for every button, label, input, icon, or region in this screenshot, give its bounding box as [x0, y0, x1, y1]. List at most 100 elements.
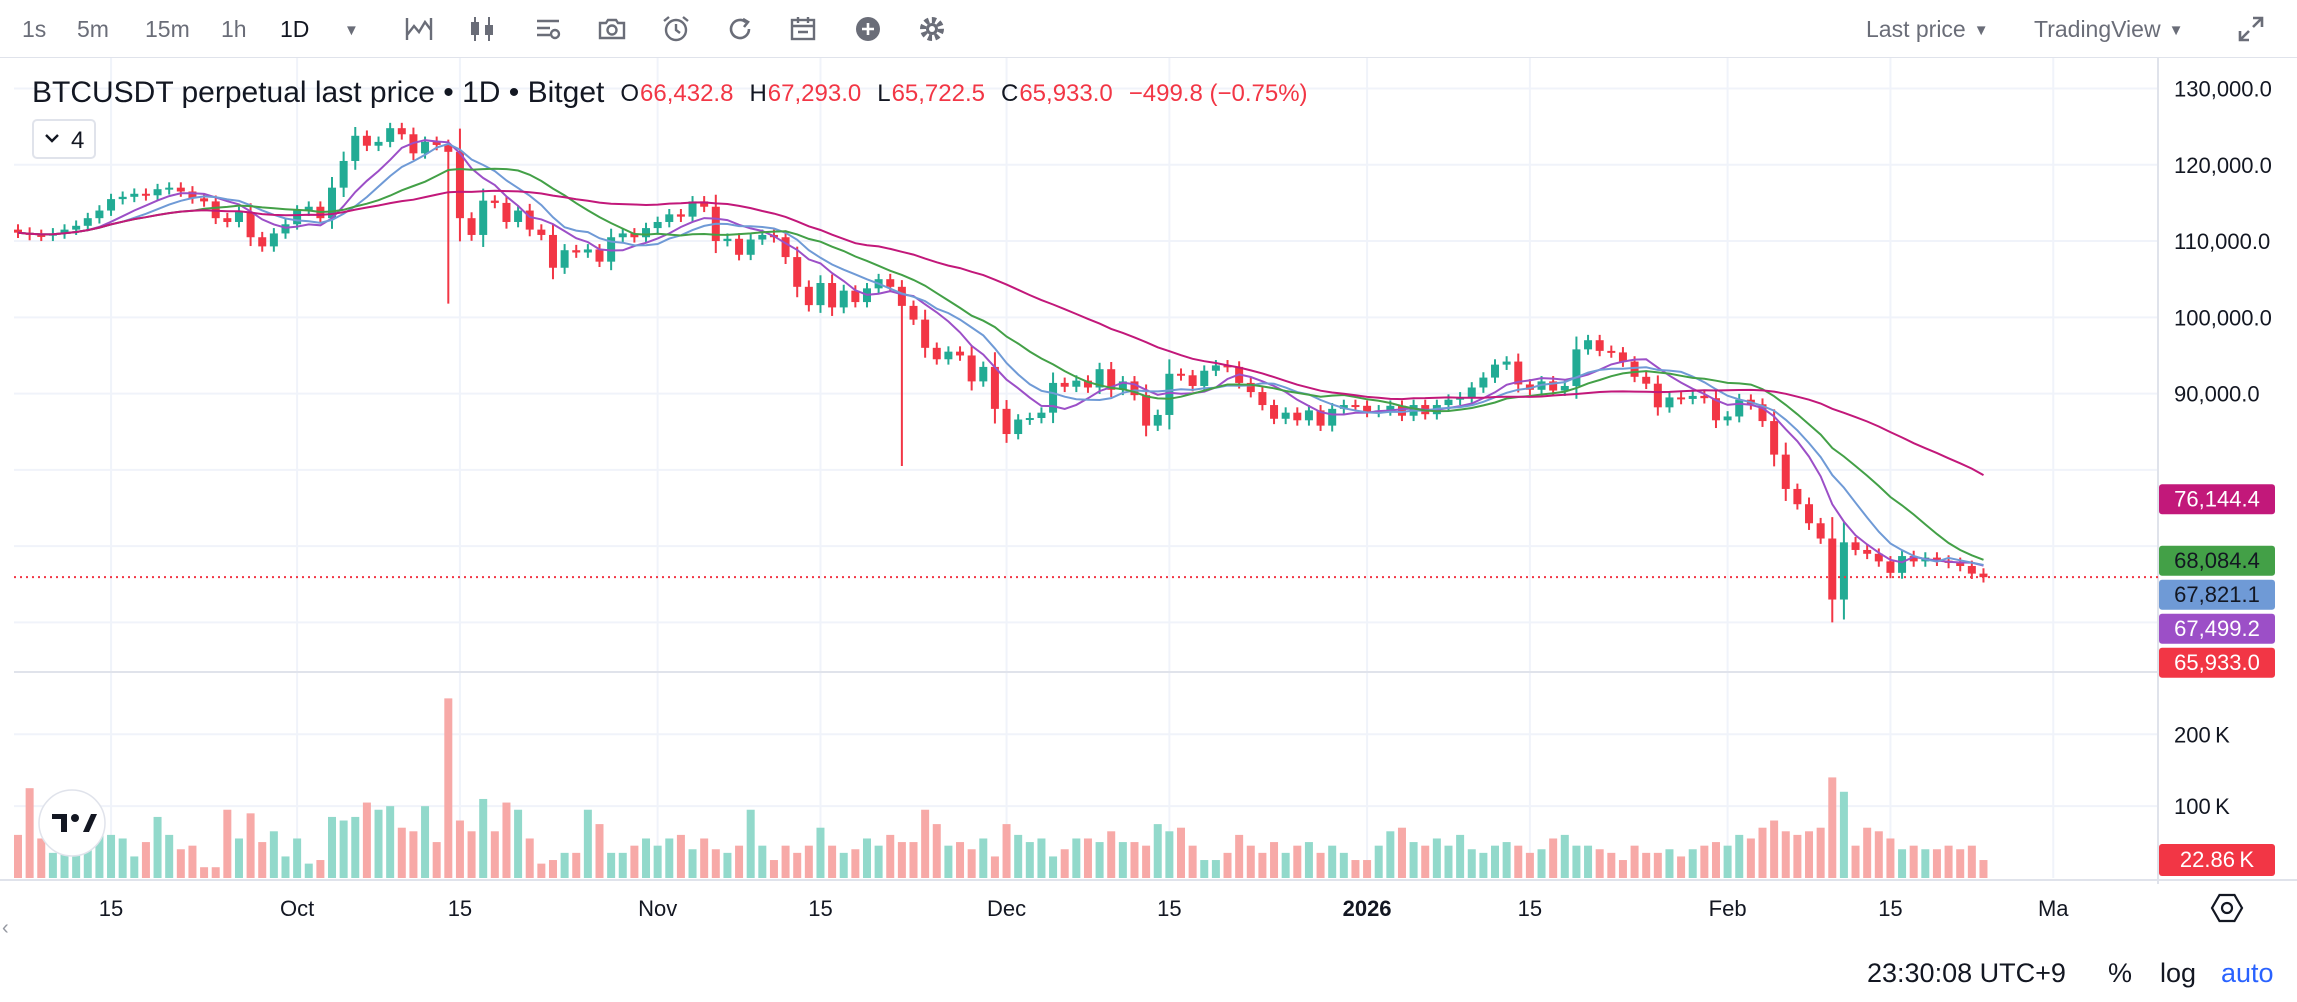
volume-bar [1037, 838, 1046, 878]
provider-label: TradingView [2034, 16, 2161, 42]
log-scale-button[interactable]: log [2160, 958, 2197, 988]
candle [665, 209, 674, 228]
candle-body [374, 141, 383, 146]
volume-bar [548, 860, 557, 878]
volume-bar [374, 809, 383, 878]
candle [1816, 517, 1825, 544]
gear-icon[interactable] [917, 14, 947, 44]
price-chart[interactable]: 60,000.090,000.0100,000.0110,000.0120,00… [0, 58, 2297, 948]
ma3-line [17, 167, 1984, 561]
candle-body [1188, 375, 1197, 386]
add-circle-icon[interactable] [853, 14, 883, 44]
scroll-left-icon[interactable]: ‹ [2, 917, 9, 939]
candle-body [1270, 405, 1279, 419]
volume-bar [479, 798, 488, 878]
candle-body [688, 201, 697, 217]
candle [200, 193, 209, 207]
candle-body [1677, 397, 1686, 400]
candle [990, 352, 999, 424]
candle-body [362, 135, 371, 146]
candle-body [1828, 538, 1837, 600]
volume-bar [1467, 849, 1476, 878]
candle-body [700, 201, 709, 207]
volume-bar [362, 802, 371, 878]
chart-settings-icon[interactable] [533, 14, 563, 44]
candle [700, 196, 709, 213]
volume-bar [83, 827, 92, 878]
volume-bar [839, 852, 848, 878]
candle-body [1002, 408, 1011, 435]
interval-15m[interactable]: 15m [145, 16, 190, 42]
candle [781, 230, 790, 265]
auto-scale-button[interactable]: auto [2221, 958, 2274, 988]
candles-icon[interactable] [468, 14, 498, 44]
volume-bar [746, 809, 755, 878]
volume-bar [1746, 838, 1755, 878]
candle [944, 346, 953, 365]
volume-bar [618, 852, 627, 878]
candle-body [1607, 350, 1616, 353]
volume-bar [1246, 845, 1255, 878]
percent-scale-button[interactable]: % [2108, 958, 2133, 988]
indicators-toggle[interactable]: 4 [32, 119, 96, 159]
candle [1932, 552, 1941, 566]
fullscreen-expand-icon[interactable] [2236, 14, 2266, 44]
replay-icon[interactable] [725, 14, 755, 44]
time-tick-label: Nov [638, 896, 677, 921]
axis-settings-icon[interactable] [2210, 893, 2244, 923]
time-axis[interactable]: 15 Oct 15 Nov 15 Dec 15 2026 15 Feb 15 Ma [99, 896, 2069, 921]
volume-bar [1886, 838, 1895, 878]
interval-5m[interactable]: 5m [77, 16, 109, 42]
candle [1363, 400, 1372, 418]
candle-body [1642, 376, 1651, 384]
candle [828, 274, 837, 316]
volume-bar [583, 809, 592, 878]
candle [1165, 359, 1174, 430]
price-tick-label: 90,000.0 [2174, 382, 2260, 407]
volume-bar [1200, 860, 1209, 878]
interval-1s[interactable]: 1s [22, 16, 47, 42]
candle-body [967, 355, 976, 382]
indicators-bars-icon[interactable] [404, 14, 434, 44]
ma1-line [17, 139, 1984, 567]
candle [1839, 522, 1848, 620]
chevron-down-icon: ▼ [1973, 22, 1989, 39]
calendar-icon[interactable] [788, 14, 818, 44]
legend-close-key: C [1001, 80, 1018, 107]
time-tick-label: Dec [987, 896, 1026, 921]
candle-body [490, 200, 499, 203]
volume-bar [1537, 849, 1546, 878]
candle [1618, 347, 1627, 367]
clock-timezone[interactable]: 23:30:08 UTC+9 [1867, 958, 2066, 988]
volume-bar [1479, 852, 1488, 878]
volume-bar [1607, 852, 1616, 878]
price-type-dropdown[interactable]: Last price ▼ [1866, 12, 1989, 46]
provider-dropdown[interactable]: TradingView ▼ [2034, 12, 2183, 46]
candle [1351, 399, 1360, 412]
interval-dropdown-chevron-icon[interactable]: ▼ [344, 22, 359, 39]
volume-bar [979, 838, 988, 878]
volume-bar [642, 838, 651, 878]
candle [1142, 384, 1151, 437]
volume-bar [897, 842, 906, 878]
candle-body [548, 234, 557, 268]
volume-bar [735, 845, 744, 878]
bottom-bar: 23:30:08 UTC+9 % log auto [0, 948, 2297, 1002]
candle [141, 188, 150, 201]
volume-tick-label: 200 K [2174, 722, 2230, 747]
volume-bar [37, 838, 46, 878]
candle-body [1153, 414, 1162, 426]
alarm-clock-icon[interactable] [661, 14, 691, 44]
candle-body [1770, 421, 1779, 455]
volume-bar [514, 809, 523, 878]
candle-body [258, 237, 267, 247]
interval-1h[interactable]: 1h [221, 16, 247, 42]
candle [1281, 407, 1290, 425]
candle [595, 244, 604, 267]
camera-icon[interactable] [597, 14, 627, 44]
interval-1d[interactable]: 1D [280, 16, 310, 42]
candle [188, 186, 197, 204]
tradingview-logo[interactable] [38, 789, 106, 857]
candle-body [1909, 556, 1918, 562]
candle [118, 191, 127, 205]
